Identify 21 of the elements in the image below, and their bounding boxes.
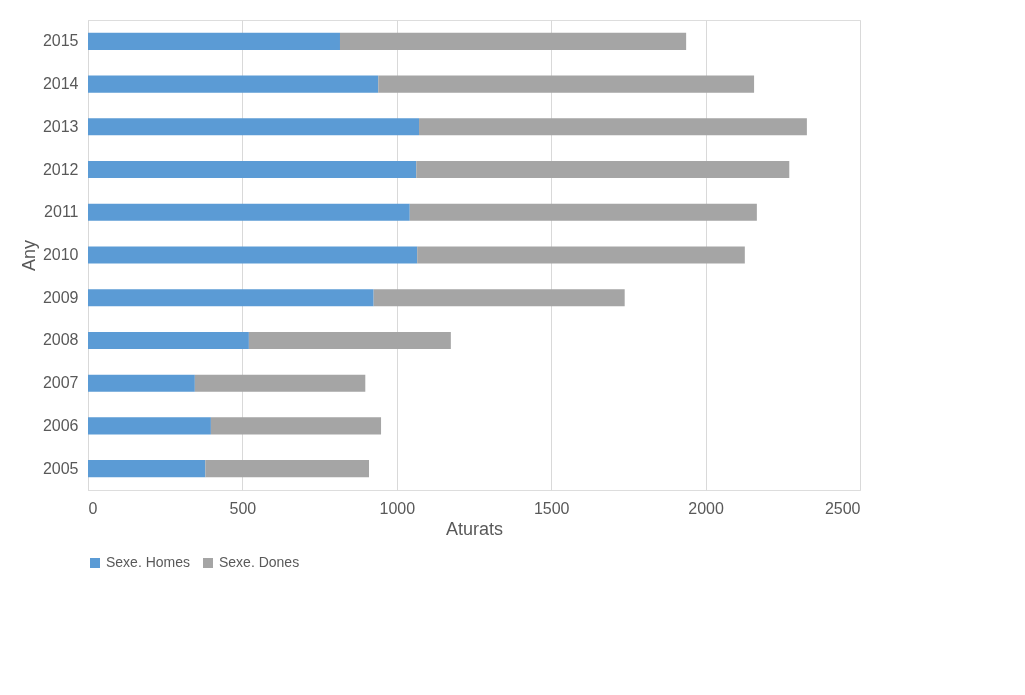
y-tick-label: 2005 [42, 459, 79, 477]
y-tick-label: 2010 [42, 246, 79, 263]
x-tick-label: 2500 [824, 499, 861, 517]
y-tick-label: 2008 [42, 331, 79, 349]
x-axis-title: Aturats [445, 518, 504, 539]
y-tick-label: 2007 [42, 374, 79, 392]
legend-label: Sexe. Dones [219, 554, 300, 570]
y-tick-label: 2006 [42, 416, 79, 434]
y-tick-label: 2012 [42, 160, 79, 178]
y-tick-label: 2015 [42, 32, 79, 50]
y-tick-label: 2009 [42, 288, 79, 306]
x-tick-label: 500 [229, 499, 257, 517]
y-axis-title: Any [18, 239, 39, 272]
legend-label: Sexe. Homes [106, 554, 191, 570]
y-tick-label: 2013 [42, 117, 79, 135]
x-tick-label: 0 [88, 499, 98, 517]
x-tick-label: 1000 [379, 499, 416, 517]
x-tick-label: 2000 [688, 499, 724, 517]
y-tick-label: 2011 [44, 203, 79, 221]
x-tick-label: 1500 [533, 499, 570, 517]
y-tick-label: 2014 [42, 75, 79, 93]
